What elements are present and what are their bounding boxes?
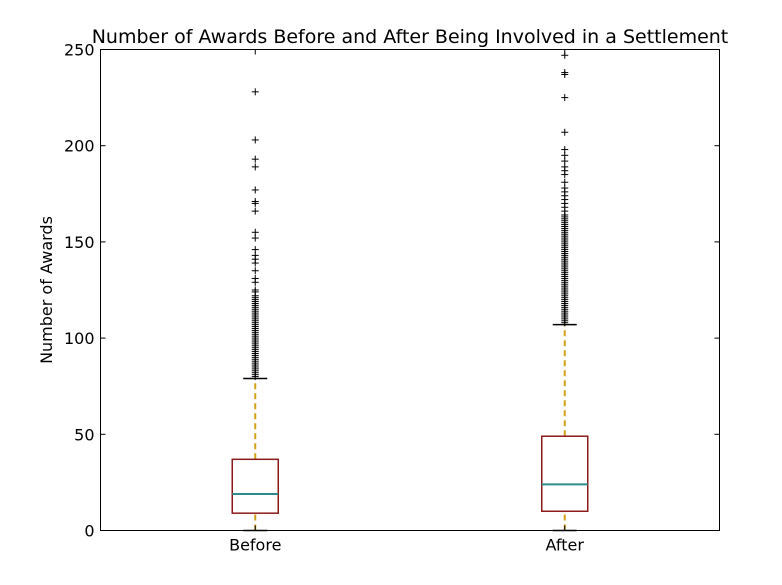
outlier-point xyxy=(251,136,259,144)
outlier-point xyxy=(251,246,259,254)
outlier-point xyxy=(561,178,569,186)
y-tick-label: 50 xyxy=(74,425,94,444)
outlier-point xyxy=(251,274,259,282)
outlier-point xyxy=(561,94,569,102)
outlier-point xyxy=(561,69,569,77)
outlier-point xyxy=(561,128,569,136)
y-tick-label: 100 xyxy=(64,329,95,348)
y-tick-label: 150 xyxy=(64,233,95,252)
outlier-point xyxy=(251,163,259,171)
y-axis-label: Number of Awards xyxy=(37,216,56,364)
y-tick-label: 200 xyxy=(64,137,95,156)
plot-area xyxy=(231,51,589,532)
outlier-point xyxy=(251,286,259,294)
x-tick-label: Before xyxy=(229,536,281,555)
y-tick-label: 250 xyxy=(64,41,95,60)
chart-title: Number of Awards Before and After Being … xyxy=(92,26,729,48)
outlier-point xyxy=(251,155,259,163)
outlier-point xyxy=(561,146,569,154)
y-tick-label: 0 xyxy=(84,522,94,541)
outlier-point xyxy=(251,88,259,96)
outlier-point xyxy=(251,207,259,215)
plot-frame xyxy=(100,49,720,531)
x-tick-label: After xyxy=(546,536,585,555)
outlier-point xyxy=(251,197,259,205)
outlier-point xyxy=(251,267,259,275)
iqr-box xyxy=(541,435,589,513)
iqr-box xyxy=(231,458,279,514)
outlier-point xyxy=(251,228,259,236)
outlier-point xyxy=(251,186,259,194)
